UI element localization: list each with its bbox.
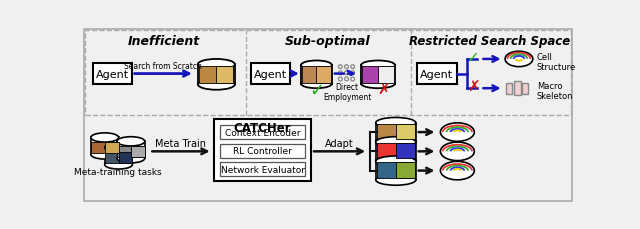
Ellipse shape bbox=[376, 156, 416, 167]
FancyBboxPatch shape bbox=[376, 143, 415, 158]
Ellipse shape bbox=[440, 162, 474, 180]
FancyBboxPatch shape bbox=[376, 162, 415, 178]
Ellipse shape bbox=[301, 61, 332, 70]
Ellipse shape bbox=[376, 155, 416, 166]
FancyBboxPatch shape bbox=[378, 67, 394, 83]
FancyBboxPatch shape bbox=[302, 67, 331, 83]
FancyBboxPatch shape bbox=[91, 142, 118, 153]
Ellipse shape bbox=[91, 150, 118, 159]
Ellipse shape bbox=[361, 80, 395, 89]
FancyBboxPatch shape bbox=[513, 82, 521, 96]
Polygon shape bbox=[198, 65, 235, 85]
FancyBboxPatch shape bbox=[117, 146, 145, 157]
FancyBboxPatch shape bbox=[417, 63, 456, 85]
FancyBboxPatch shape bbox=[522, 83, 528, 94]
FancyBboxPatch shape bbox=[220, 162, 305, 176]
Text: Meta Train: Meta Train bbox=[156, 139, 207, 149]
FancyBboxPatch shape bbox=[200, 67, 234, 83]
Text: RL Controller: RL Controller bbox=[233, 146, 292, 155]
FancyBboxPatch shape bbox=[362, 67, 394, 83]
Text: Sub-optimal: Sub-optimal bbox=[285, 34, 371, 47]
FancyBboxPatch shape bbox=[220, 126, 305, 139]
Ellipse shape bbox=[117, 137, 145, 146]
Text: ✓: ✓ bbox=[309, 81, 324, 99]
FancyBboxPatch shape bbox=[105, 153, 132, 163]
Polygon shape bbox=[91, 138, 118, 155]
FancyBboxPatch shape bbox=[118, 153, 132, 163]
Polygon shape bbox=[361, 66, 395, 84]
FancyBboxPatch shape bbox=[396, 124, 415, 139]
FancyBboxPatch shape bbox=[396, 143, 415, 158]
Text: Context Encoder: Context Encoder bbox=[225, 128, 300, 137]
Ellipse shape bbox=[505, 52, 533, 67]
Text: Macro
Skeleton: Macro Skeleton bbox=[537, 82, 573, 101]
FancyBboxPatch shape bbox=[216, 67, 234, 83]
Text: Cell
Structure: Cell Structure bbox=[537, 52, 576, 72]
Ellipse shape bbox=[440, 142, 474, 161]
Polygon shape bbox=[105, 148, 132, 165]
Text: Adapt: Adapt bbox=[325, 139, 354, 149]
Text: Search from Scratch: Search from Scratch bbox=[124, 62, 202, 71]
Text: Agent: Agent bbox=[420, 69, 453, 79]
Ellipse shape bbox=[105, 143, 132, 153]
Ellipse shape bbox=[105, 160, 132, 169]
FancyBboxPatch shape bbox=[251, 63, 289, 85]
FancyBboxPatch shape bbox=[316, 67, 331, 83]
FancyBboxPatch shape bbox=[105, 142, 118, 153]
Polygon shape bbox=[376, 123, 416, 142]
Ellipse shape bbox=[376, 136, 416, 147]
Text: Network Evaluator: Network Evaluator bbox=[221, 165, 305, 174]
FancyBboxPatch shape bbox=[131, 146, 145, 157]
Ellipse shape bbox=[440, 123, 474, 142]
FancyBboxPatch shape bbox=[396, 162, 415, 178]
Ellipse shape bbox=[301, 80, 332, 89]
Text: ✓: ✓ bbox=[467, 50, 480, 65]
Ellipse shape bbox=[117, 154, 145, 163]
Text: Agent: Agent bbox=[253, 69, 287, 79]
Polygon shape bbox=[376, 142, 416, 161]
Text: Direct
Employment: Direct Employment bbox=[323, 83, 371, 102]
Polygon shape bbox=[301, 66, 332, 84]
FancyBboxPatch shape bbox=[93, 63, 132, 85]
Text: Agent: Agent bbox=[96, 69, 129, 79]
FancyBboxPatch shape bbox=[214, 120, 311, 181]
Text: CATCHer: CATCHer bbox=[234, 122, 291, 135]
Ellipse shape bbox=[361, 61, 395, 70]
FancyBboxPatch shape bbox=[376, 124, 415, 139]
FancyBboxPatch shape bbox=[84, 30, 572, 202]
Ellipse shape bbox=[198, 60, 235, 70]
FancyBboxPatch shape bbox=[506, 83, 512, 94]
Ellipse shape bbox=[91, 133, 118, 142]
Text: Inefficient: Inefficient bbox=[128, 34, 200, 47]
Text: ✗: ✗ bbox=[377, 83, 390, 98]
Text: Meta-training tasks: Meta-training tasks bbox=[74, 167, 162, 176]
Ellipse shape bbox=[376, 175, 416, 185]
Text: ✗: ✗ bbox=[467, 79, 480, 94]
Ellipse shape bbox=[198, 80, 235, 90]
Ellipse shape bbox=[376, 118, 416, 129]
Text: Restricted Search Space: Restricted Search Space bbox=[409, 34, 570, 47]
Ellipse shape bbox=[376, 137, 416, 148]
Polygon shape bbox=[376, 162, 416, 180]
Polygon shape bbox=[117, 142, 145, 158]
FancyBboxPatch shape bbox=[220, 144, 305, 158]
